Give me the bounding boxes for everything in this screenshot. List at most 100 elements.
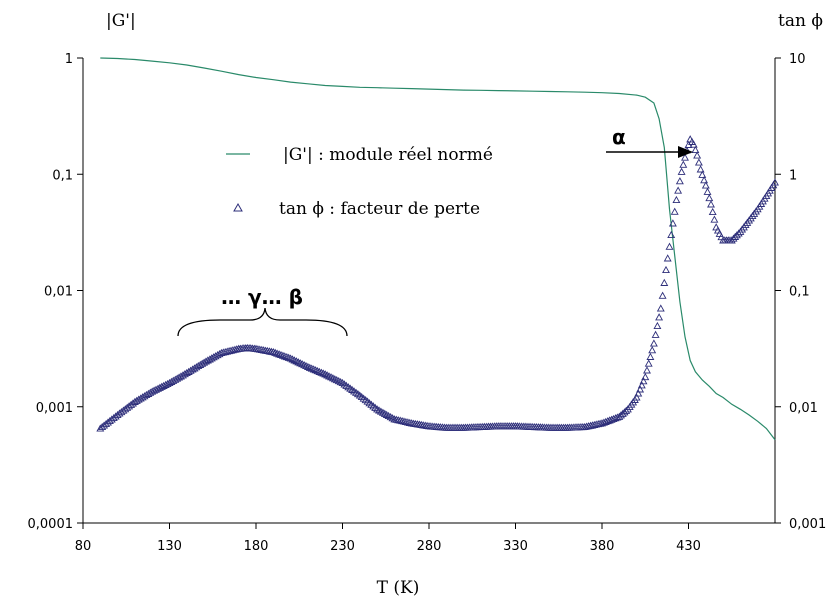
legend-triangle-swatch bbox=[233, 202, 243, 212]
loss-factor-point bbox=[207, 354, 216, 362]
loss-factor-point bbox=[696, 165, 705, 173]
loss-factor-point bbox=[663, 254, 672, 262]
alpha-label: α bbox=[612, 125, 626, 149]
loss-factor-point bbox=[338, 378, 347, 387]
loss-factor-point bbox=[670, 207, 679, 215]
loss-factor-point bbox=[382, 410, 391, 418]
loss-factor-point bbox=[278, 351, 287, 359]
y-right-tick-label: 10 bbox=[789, 52, 806, 67]
loss-factor-point bbox=[376, 407, 385, 415]
loss-factor-point bbox=[292, 357, 301, 365]
x-tick-label: 80 bbox=[75, 539, 92, 554]
loss-factor-point bbox=[286, 354, 295, 362]
loss-factor-point bbox=[275, 350, 284, 358]
loss-factor-point bbox=[134, 395, 143, 403]
loss-factor-point bbox=[353, 389, 362, 398]
loss-factor-point bbox=[190, 364, 199, 372]
loss-factor-point bbox=[205, 355, 214, 363]
loss-factor-point bbox=[313, 366, 322, 375]
loss-factor-point bbox=[403, 418, 412, 426]
loss-factor-point bbox=[165, 378, 174, 387]
loss-factor-point bbox=[269, 347, 278, 356]
loss-factor-point bbox=[613, 413, 622, 421]
loss-factor-point bbox=[298, 359, 307, 368]
loss-factor-point bbox=[330, 375, 339, 383]
loss-factor-point bbox=[750, 209, 759, 217]
y-left-tick-label: 0,001 bbox=[36, 401, 73, 416]
loss-factor-point bbox=[180, 369, 189, 378]
loss-factor-point bbox=[729, 234, 738, 242]
loss-factor-point bbox=[674, 186, 683, 194]
loss-factor-point bbox=[380, 409, 389, 417]
legend-label-loss-factor: tan ϕ : facteur de perte bbox=[279, 199, 480, 219]
loss-factor-point bbox=[305, 363, 314, 371]
loss-factor-point bbox=[653, 321, 662, 330]
legend: |G'| : module réel normé tan ϕ : facteur… bbox=[226, 145, 493, 219]
loss-factor-point bbox=[325, 372, 333, 380]
loss-factor-point bbox=[634, 389, 643, 397]
y-left-axis-title: |G'| bbox=[106, 11, 136, 31]
loss-factor-point bbox=[184, 367, 193, 375]
loss-factor-point bbox=[689, 140, 698, 148]
loss-factor-point bbox=[296, 359, 305, 367]
loss-factor-point bbox=[303, 362, 312, 370]
loss-factor-point bbox=[656, 304, 665, 312]
loss-factor-point bbox=[384, 411, 393, 420]
loss-factor-point bbox=[340, 380, 349, 388]
loss-factor-point bbox=[186, 366, 195, 374]
loss-factor-point bbox=[188, 365, 197, 373]
loss-factor-point bbox=[282, 352, 291, 361]
x-tick-label: 330 bbox=[503, 539, 528, 554]
loss-factor-point bbox=[705, 193, 714, 202]
loss-factor-point bbox=[142, 390, 151, 399]
loss-factor-point bbox=[317, 368, 326, 376]
loss-factor-point bbox=[144, 389, 153, 397]
loss-factor-point bbox=[734, 229, 743, 237]
loss-factor-point bbox=[136, 394, 145, 402]
loss-factor-point bbox=[290, 356, 299, 364]
loss-factor-point bbox=[649, 339, 658, 347]
loss-factor-point bbox=[177, 372, 185, 380]
x-axis-title: T (K) bbox=[377, 578, 420, 598]
loss-factor-point bbox=[672, 195, 681, 204]
gamma-beta-label: … γ… β bbox=[221, 285, 303, 309]
loss-factor-point bbox=[732, 231, 741, 239]
loss-factor-point bbox=[641, 372, 650, 381]
loss-factor-point bbox=[681, 153, 689, 161]
loss-factor-point bbox=[623, 405, 632, 413]
loss-factor-point bbox=[738, 225, 747, 233]
loss-factor-point bbox=[294, 358, 303, 366]
loss-factor-point bbox=[198, 359, 207, 367]
loss-factor-point bbox=[743, 218, 752, 226]
x-tick-label: 380 bbox=[590, 539, 615, 554]
loss-factor-point bbox=[315, 367, 324, 375]
loss-factor-point bbox=[662, 265, 670, 274]
loss-factor-point bbox=[375, 406, 383, 414]
loss-factor-point bbox=[346, 384, 355, 392]
x-tick-label: 430 bbox=[676, 539, 701, 554]
gamma-beta-annotation: … γ… β bbox=[177, 285, 348, 337]
y-right-tick-label: 0,001 bbox=[789, 517, 826, 532]
loss-factor-point bbox=[396, 416, 405, 424]
x-tick-label: 180 bbox=[244, 539, 269, 554]
x-tick-label: 230 bbox=[330, 539, 355, 554]
legend-label-modulus: |G'| : module réel normé bbox=[283, 145, 493, 165]
loss-factor-point bbox=[693, 151, 702, 159]
loss-factor-point bbox=[171, 375, 180, 383]
loss-factor-point bbox=[679, 160, 688, 168]
loss-factor-point bbox=[636, 385, 645, 393]
y-right-tick-label: 1 bbox=[789, 168, 797, 183]
loss-factor-point bbox=[196, 360, 205, 368]
loss-factor-point bbox=[665, 242, 674, 250]
loss-factor-point bbox=[710, 215, 719, 223]
loss-factor-point bbox=[328, 374, 337, 382]
y-left-tick-label: 0,0001 bbox=[28, 517, 74, 532]
loss-factor-point bbox=[651, 330, 660, 338]
loss-factor-point bbox=[309, 365, 318, 373]
loss-factor-point bbox=[708, 207, 717, 216]
loss-factor-point bbox=[707, 200, 715, 208]
loss-factor-point bbox=[288, 355, 297, 363]
loss-factor-point bbox=[273, 349, 282, 357]
loss-factor-point bbox=[332, 375, 341, 384]
